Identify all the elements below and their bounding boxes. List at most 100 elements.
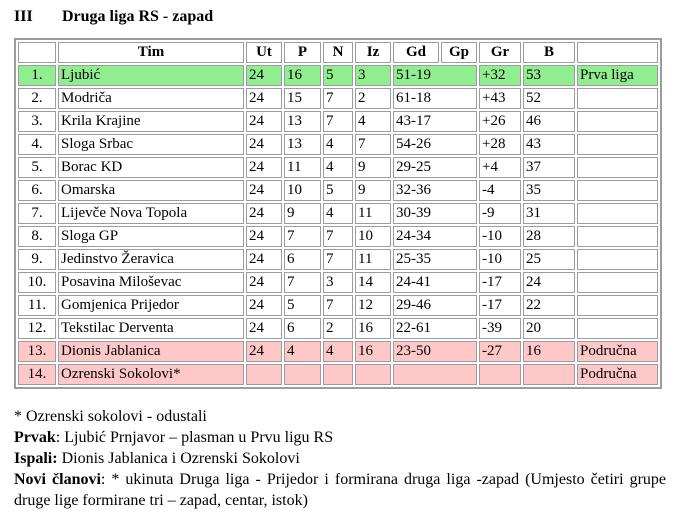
header-iz: Iz	[355, 42, 391, 63]
losses-cell: 16	[355, 318, 391, 339]
wins-cell: 5	[284, 295, 321, 316]
draws-cell: 4	[323, 341, 353, 362]
wins-cell: 11	[284, 157, 321, 178]
footnote-new-members: Novi članovi: * ukinuta Druga liga - Pri…	[14, 469, 666, 511]
relegated-text: Dionis Jablanica i Ozrenski Sokolovi	[57, 450, 300, 467]
goal-diff-cell: +32	[479, 65, 521, 86]
team-cell: Lijevče Nova Topola	[58, 203, 244, 224]
wins-cell: 6	[284, 318, 321, 339]
goal-diff-cell: -10	[479, 249, 521, 270]
note-cell: Prva liga	[577, 65, 658, 86]
points-cell: 22	[523, 295, 575, 316]
losses-cell: 9	[355, 157, 391, 178]
team-cell: Sloga GP	[58, 226, 244, 247]
rank-cell: 4.	[18, 134, 56, 155]
draws-cell: 4	[323, 203, 353, 224]
header-ut: Ut	[246, 42, 282, 63]
relegated-label: Ispali:	[14, 450, 58, 467]
goals-cell: 25-35	[393, 249, 477, 270]
points-cell: 37	[523, 157, 575, 178]
new-members-label: Novi članovi	[14, 471, 101, 488]
points-cell: 53	[523, 65, 575, 86]
goals-cell: 24-41	[393, 272, 477, 293]
losses-cell: 4	[355, 111, 391, 132]
goal-diff-cell: -10	[479, 226, 521, 247]
team-cell: Ozrenski Sokolovi*	[58, 364, 244, 385]
points-cell: 16	[523, 341, 575, 362]
played-cell: 24	[246, 318, 282, 339]
header-row: Tim Ut P N Iz Gd Gp Gr B	[18, 42, 658, 63]
losses-cell: 7	[355, 134, 391, 155]
rank-cell: 10.	[18, 272, 56, 293]
team-cell: Borac KD	[58, 157, 244, 178]
points-cell: 52	[523, 88, 575, 109]
header-blank-right	[577, 42, 658, 63]
table-row: 2. Modriča 24 15 7 2 61-18 +43 52	[18, 88, 658, 109]
table-row: 13. Dionis Jablanica 24 4 4 16 23-50 -27 16 Podru…	[18, 341, 658, 362]
table-row: 3. Krila Krajine 24 13 7 4 43-17 +26 46	[18, 111, 658, 132]
table-row: 5. Borac KD 24 11 4 9 29-25 +4 37	[18, 157, 658, 178]
goals-cell: 54-26	[393, 134, 477, 155]
table-row: 14. Ozrenski Sokolovi* Područna	[18, 364, 658, 385]
page-title: Druga liga RS - zapad	[62, 8, 214, 25]
team-cell: Jedinstvo Žeravica	[58, 249, 244, 270]
goal-diff-cell	[479, 364, 521, 385]
wins-cell: 13	[284, 111, 321, 132]
draws-cell: 5	[323, 65, 353, 86]
header-n: N	[323, 42, 353, 63]
goal-diff-cell: +43	[479, 88, 521, 109]
note-cell	[577, 318, 658, 339]
played-cell: 24	[246, 226, 282, 247]
header-blank-left	[18, 42, 56, 63]
losses-cell: 14	[355, 272, 391, 293]
page-heading: III Druga liga RS - zapad	[14, 8, 666, 26]
goal-diff-cell: -39	[479, 318, 521, 339]
draws-cell: 5	[323, 180, 353, 201]
goal-diff-cell: -17	[479, 272, 521, 293]
header-gd: Gd	[393, 42, 439, 63]
draws-cell: 7	[323, 249, 353, 270]
played-cell: 24	[246, 295, 282, 316]
losses-cell: 10	[355, 226, 391, 247]
draws-cell: 2	[323, 318, 353, 339]
note-cell	[577, 249, 658, 270]
note-cell	[577, 180, 658, 201]
goals-cell: 61-18	[393, 88, 477, 109]
wins-cell: 6	[284, 249, 321, 270]
rank-cell: 9.	[18, 249, 56, 270]
wins-cell: 16	[284, 65, 321, 86]
losses-cell: 11	[355, 203, 391, 224]
rank-cell: 8.	[18, 226, 56, 247]
rank-cell: 5.	[18, 157, 56, 178]
played-cell: 24	[246, 88, 282, 109]
section-numeral: III	[14, 8, 33, 25]
losses-cell	[355, 364, 391, 385]
team-cell: Sloga Srbac	[58, 134, 244, 155]
footnote-champion: Prvak: Ljubić Prnjavor – plasman u Prvu …	[14, 427, 666, 448]
goal-diff-cell: +4	[479, 157, 521, 178]
note-cell	[577, 226, 658, 247]
draws-cell: 3	[323, 272, 353, 293]
goals-cell: 23-50	[393, 341, 477, 362]
goals-cell: 43-17	[393, 111, 477, 132]
table-row: 6. Omarska 24 10 5 9 32-36 -4 35	[18, 180, 658, 201]
played-cell: 24	[246, 272, 282, 293]
note-cell: Područna	[577, 341, 658, 362]
played-cell: 24	[246, 65, 282, 86]
points-cell: 35	[523, 180, 575, 201]
wins-cell: 10	[284, 180, 321, 201]
rank-cell: 6.	[18, 180, 56, 201]
points-cell: 28	[523, 226, 575, 247]
team-cell: Krila Krajine	[58, 111, 244, 132]
rank-cell: 7.	[18, 203, 56, 224]
draws-cell	[323, 364, 353, 385]
losses-cell: 9	[355, 180, 391, 201]
champion-text: : Ljubić Prnjavor – plasman u Prvu ligu …	[55, 429, 334, 446]
played-cell: 24	[246, 341, 282, 362]
wins-cell: 7	[284, 272, 321, 293]
goals-cell: 51-19	[393, 65, 477, 86]
team-cell: Tekstilac Derventa	[58, 318, 244, 339]
footnote-relegated: Ispali: Dionis Jablanica i Ozrenski Soko…	[14, 448, 666, 469]
header-gr: Gr	[479, 42, 521, 63]
losses-cell: 16	[355, 341, 391, 362]
